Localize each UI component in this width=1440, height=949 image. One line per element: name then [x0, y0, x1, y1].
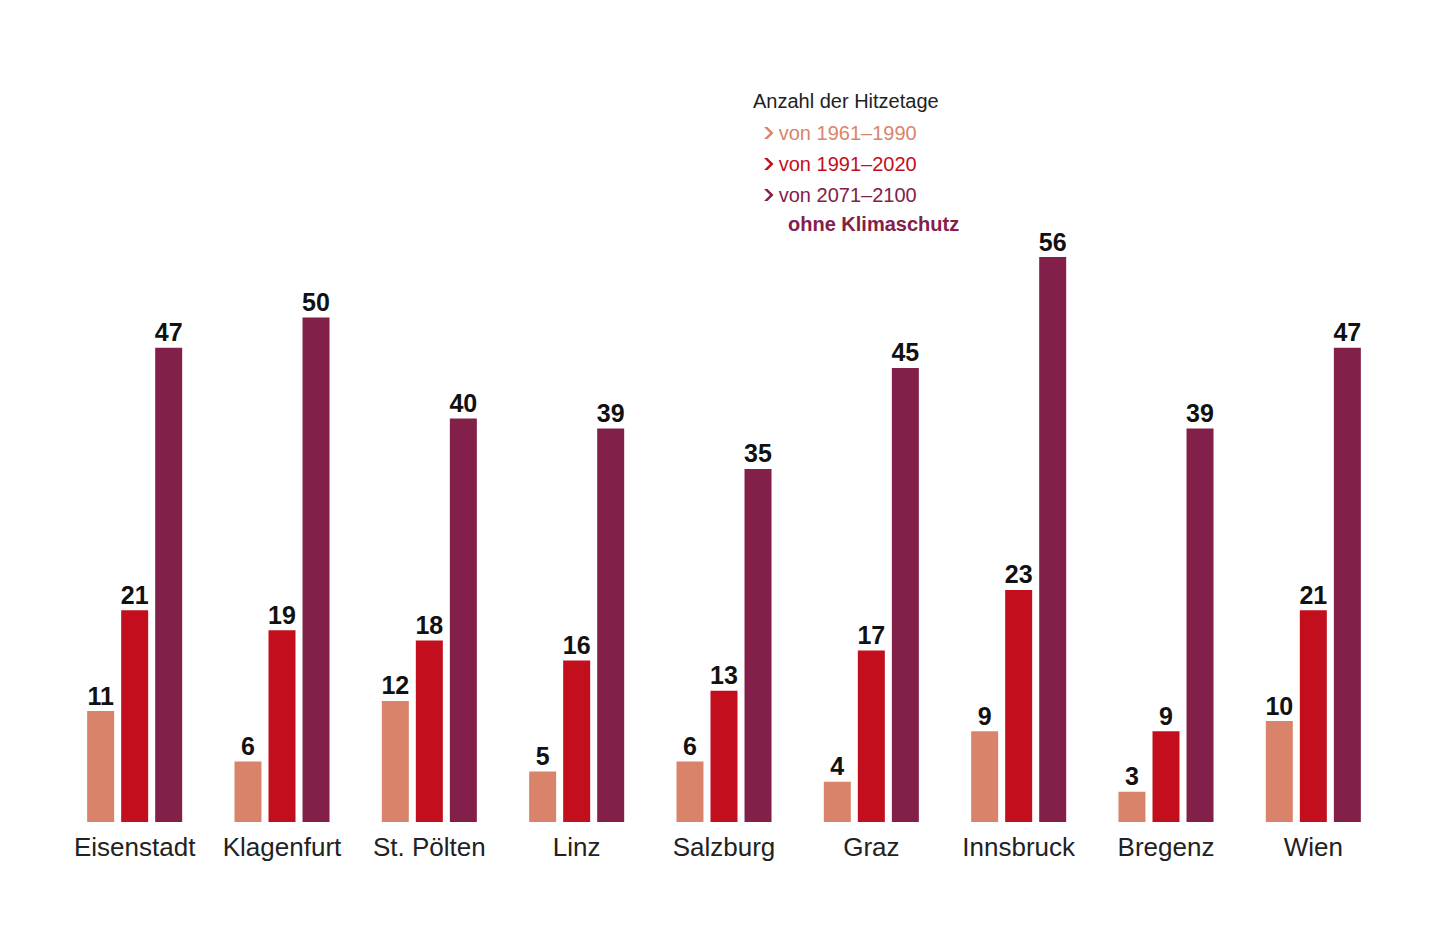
svg-text:40: 40 [449, 389, 477, 417]
svg-text:Graz: Graz [843, 832, 899, 862]
svg-text:17: 17 [857, 621, 885, 649]
svg-text:Salzburg: Salzburg [673, 832, 776, 862]
svg-text:Linz: Linz [553, 832, 601, 862]
svg-text:10: 10 [1265, 692, 1293, 720]
svg-text:von 1991–2020: von 1991–2020 [779, 153, 917, 175]
svg-text:12: 12 [381, 671, 409, 699]
svg-text:von 2071–2100: von 2071–2100 [779, 184, 917, 206]
svg-text:35: 35 [744, 439, 772, 467]
svg-text:56: 56 [1039, 228, 1067, 256]
svg-text:23: 23 [1005, 560, 1033, 588]
svg-text:St. Pölten: St. Pölten [373, 832, 486, 862]
svg-text:39: 39 [1186, 399, 1214, 427]
svg-text:5: 5 [536, 742, 550, 770]
svg-text:9: 9 [978, 702, 992, 730]
svg-text:6: 6 [241, 732, 255, 760]
svg-text:18: 18 [415, 611, 443, 639]
svg-text:4: 4 [830, 752, 844, 780]
svg-text:Anzahl der Hitzetage: Anzahl der Hitzetage [753, 90, 939, 112]
svg-text:9: 9 [1159, 702, 1173, 730]
svg-text:50: 50 [302, 288, 330, 316]
svg-text:3: 3 [1125, 762, 1139, 790]
svg-text:Bregenz: Bregenz [1118, 832, 1215, 862]
svg-text:47: 47 [155, 318, 183, 346]
svg-text:Innsbruck: Innsbruck [962, 832, 1076, 862]
svg-text:13: 13 [710, 661, 738, 689]
svg-text:39: 39 [597, 399, 625, 427]
svg-text:Klagenfurt: Klagenfurt [223, 832, 342, 862]
svg-text:21: 21 [1299, 581, 1327, 609]
svg-text:von 1961–1990: von 1961–1990 [779, 122, 917, 144]
svg-text:19: 19 [268, 601, 296, 629]
svg-text:45: 45 [891, 338, 919, 366]
svg-text:11: 11 [87, 682, 114, 710]
svg-text:ohne Klimaschutz: ohne Klimaschutz [788, 213, 959, 235]
svg-text:47: 47 [1333, 318, 1361, 346]
svg-text:Eisenstadt: Eisenstadt [74, 832, 196, 862]
svg-text:Wien: Wien [1284, 832, 1343, 862]
svg-text:6: 6 [683, 732, 697, 760]
svg-text:21: 21 [121, 581, 149, 609]
svg-text:16: 16 [563, 631, 591, 659]
